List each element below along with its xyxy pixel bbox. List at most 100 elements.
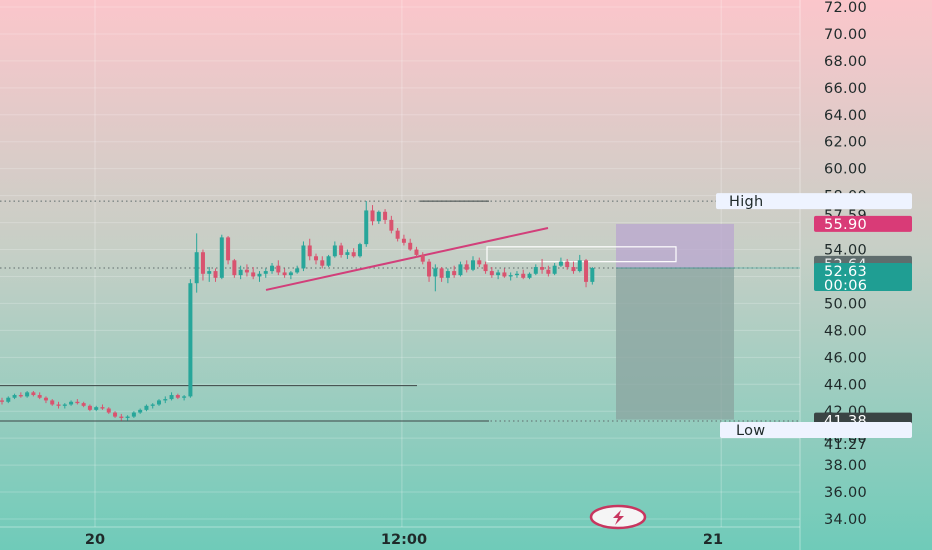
candle-body <box>100 407 105 409</box>
candle-body <box>226 237 231 261</box>
candle <box>138 408 143 414</box>
candle-body <box>326 256 331 266</box>
candle-body <box>138 409 143 413</box>
candle <box>357 242 362 258</box>
candle-body <box>458 264 463 276</box>
candle-body <box>370 210 375 222</box>
candle-body <box>477 260 482 265</box>
candle <box>87 404 92 412</box>
candle <box>364 201 369 247</box>
lightning-icon[interactable] <box>589 504 647 530</box>
current-badge-countdown: 00:06 <box>824 278 867 294</box>
candle <box>43 396 48 404</box>
candle <box>182 395 187 401</box>
candle <box>207 267 212 282</box>
candle <box>433 264 438 292</box>
candle <box>18 392 23 398</box>
candle-body <box>389 219 394 231</box>
candle-body <box>232 260 237 276</box>
candle <box>571 261 576 274</box>
candle <box>288 271 293 280</box>
candle-body <box>565 261 570 268</box>
candle <box>458 261 463 277</box>
candle-body <box>25 392 30 397</box>
price-tick-label: 66.00 <box>824 81 867 97</box>
candle-body <box>37 395 42 398</box>
high-badge: High57.59 <box>716 193 912 224</box>
time-tick-label: 21 <box>703 532 723 548</box>
candle <box>276 260 281 276</box>
candle-body <box>81 403 86 406</box>
price-tick-label: 72.00 <box>824 0 867 16</box>
candle <box>439 267 444 282</box>
candle <box>56 401 61 409</box>
drawing-overlays <box>0 200 800 422</box>
candle <box>345 249 350 259</box>
trendline <box>265 226 549 291</box>
candle-body <box>364 210 369 245</box>
candle-body <box>464 264 469 270</box>
candle <box>94 405 99 412</box>
candle <box>540 258 545 274</box>
candle <box>508 272 513 281</box>
candle-body <box>31 392 36 396</box>
candle <box>81 401 86 408</box>
target-badge-value: 55.90 <box>824 217 867 233</box>
price-tick-label: 34.00 <box>824 512 867 528</box>
candle-body <box>496 272 501 276</box>
candle-body <box>43 397 48 401</box>
candle <box>100 404 105 410</box>
candle <box>533 264 538 276</box>
candle <box>527 272 532 280</box>
candle-body <box>408 242 413 250</box>
candle <box>194 233 199 293</box>
candle-body <box>182 396 187 398</box>
candle-body <box>483 264 488 272</box>
current-badge-value: 52.63 <box>824 264 867 280</box>
candle-body <box>119 416 124 418</box>
candle <box>150 403 155 409</box>
candle-body <box>383 211 388 220</box>
time-tick-label: 12:00 <box>381 532 427 548</box>
candle-body <box>175 395 180 398</box>
candle-body <box>552 265 557 274</box>
candle-body <box>502 272 507 277</box>
candles <box>0 201 800 421</box>
candle-body <box>219 237 224 278</box>
candle <box>188 279 193 398</box>
candle <box>6 396 11 404</box>
price-tick-label: 54.00 <box>824 243 867 259</box>
candle <box>144 404 149 412</box>
candle-body <box>288 272 293 276</box>
candle <box>445 268 450 284</box>
candle <box>376 210 381 224</box>
candle-body <box>276 265 281 273</box>
candle-body <box>131 412 136 417</box>
candle-body <box>445 271 450 278</box>
candle <box>477 257 482 268</box>
candle <box>502 268 507 278</box>
candle <box>471 256 475 272</box>
candle-body <box>125 416 130 418</box>
low-badge-value: 41.27 <box>824 437 867 453</box>
candle <box>169 392 174 401</box>
candle <box>408 238 413 251</box>
candle-body <box>433 268 438 277</box>
candle-body <box>163 399 168 401</box>
candle <box>232 258 237 278</box>
candle-body <box>546 269 551 274</box>
candle <box>251 267 256 280</box>
high-badge-bg <box>716 193 912 210</box>
candle-body <box>521 273 526 278</box>
candle <box>389 215 394 234</box>
candle <box>414 246 419 258</box>
candle-body <box>87 405 92 410</box>
price-tick-label: 38.00 <box>824 458 867 474</box>
candle <box>219 234 224 280</box>
time-tick-label: 20 <box>85 532 105 548</box>
candle <box>307 238 312 261</box>
candle <box>552 263 557 276</box>
